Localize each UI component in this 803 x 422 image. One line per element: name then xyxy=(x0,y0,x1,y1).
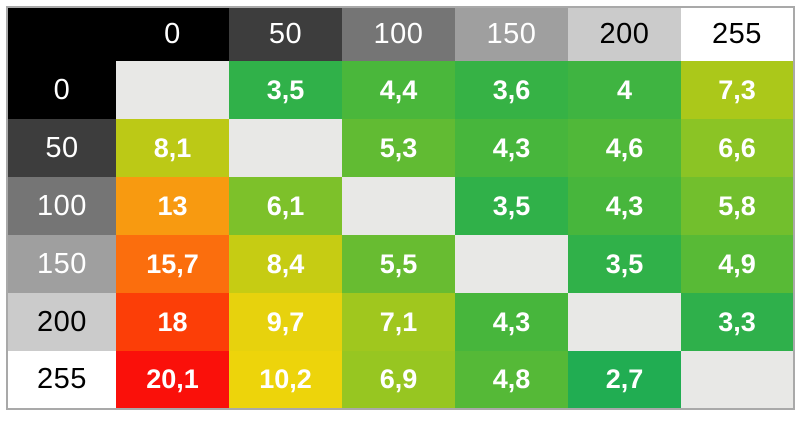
matrix-body: 0 3,5 4,4 3,6 4 7,3 50 8,1 5,3 4,3 4,6 6,6 100 13 6,1 3… xyxy=(7,61,794,409)
cell-r100-c200: 4,3 xyxy=(568,177,681,235)
matrix-row-0: 0 3,5 4,4 3,6 4 7,3 xyxy=(7,61,794,119)
row-header-150: 150 xyxy=(7,235,116,293)
cell-r150-c255: 4,9 xyxy=(681,235,794,293)
row-header-200: 200 xyxy=(7,293,116,351)
cell-r150-c0: 15,7 xyxy=(116,235,229,293)
cell-r100-c50: 6,1 xyxy=(229,177,342,235)
matrix-row-150: 150 15,7 8,4 5,5 3,5 4,9 xyxy=(7,235,794,293)
corner-cell xyxy=(7,7,116,61)
row-header-255: 255 xyxy=(7,351,116,409)
cell-empty-r255-c255 xyxy=(681,351,794,409)
matrix-row-255: 255 20,1 10,2 6,9 4,8 2,7 xyxy=(7,351,794,409)
matrix-row-50: 50 8,1 5,3 4,3 4,6 6,6 xyxy=(7,119,794,177)
cell-r50-c100: 5,3 xyxy=(342,119,455,177)
cell-r200-c255: 3,3 xyxy=(681,293,794,351)
cell-r255-c0: 20,1 xyxy=(116,351,229,409)
matrix-row-100: 100 13 6,1 3,5 4,3 5,8 xyxy=(7,177,794,235)
cell-r0-c50: 3,5 xyxy=(229,61,342,119)
col-header-50: 50 xyxy=(229,7,342,61)
cell-r255-c200: 2,7 xyxy=(568,351,681,409)
cell-r255-c150: 4,8 xyxy=(455,351,568,409)
cell-empty-r150-c150 xyxy=(455,235,568,293)
cell-empty-r0-c0 xyxy=(116,61,229,119)
col-header-200: 200 xyxy=(568,7,681,61)
row-header-50: 50 xyxy=(7,119,116,177)
cell-r50-c0: 8,1 xyxy=(116,119,229,177)
cell-r255-c100: 6,9 xyxy=(342,351,455,409)
cell-empty-r200-c200 xyxy=(568,293,681,351)
difference-matrix-table: 0 50 100 150 200 255 0 3,5 4,4 3,6 4 7,3 50 8,1 5,3 4,… xyxy=(6,6,795,410)
cell-r50-c150: 4,3 xyxy=(455,119,568,177)
row-header-0: 0 xyxy=(7,61,116,119)
col-header-150: 150 xyxy=(455,7,568,61)
matrix-row-200: 200 18 9,7 7,1 4,3 3,3 xyxy=(7,293,794,351)
cell-r100-c150: 3,5 xyxy=(455,177,568,235)
col-header-0: 0 xyxy=(116,7,229,61)
cell-r200-c50: 9,7 xyxy=(229,293,342,351)
cell-r100-c0: 13 xyxy=(116,177,229,235)
cell-r50-c200: 4,6 xyxy=(568,119,681,177)
col-header-255: 255 xyxy=(681,7,794,61)
row-header-100: 100 xyxy=(7,177,116,235)
cell-r150-c50: 8,4 xyxy=(229,235,342,293)
cell-r0-c255: 7,3 xyxy=(681,61,794,119)
cell-r150-c100: 5,5 xyxy=(342,235,455,293)
cell-r150-c200: 3,5 xyxy=(568,235,681,293)
cell-r200-c100: 7,1 xyxy=(342,293,455,351)
cell-r0-c100: 4,4 xyxy=(342,61,455,119)
cell-r255-c50: 10,2 xyxy=(229,351,342,409)
cell-r200-c150: 4,3 xyxy=(455,293,568,351)
cell-r50-c255: 6,6 xyxy=(681,119,794,177)
cell-r200-c0: 18 xyxy=(116,293,229,351)
cell-empty-r50-c50 xyxy=(229,119,342,177)
column-header-row: 0 50 100 150 200 255 xyxy=(7,7,794,61)
cell-r0-c200: 4 xyxy=(568,61,681,119)
cell-empty-r100-c100 xyxy=(342,177,455,235)
col-header-100: 100 xyxy=(342,7,455,61)
cell-r100-c255: 5,8 xyxy=(681,177,794,235)
cell-r0-c150: 3,6 xyxy=(455,61,568,119)
